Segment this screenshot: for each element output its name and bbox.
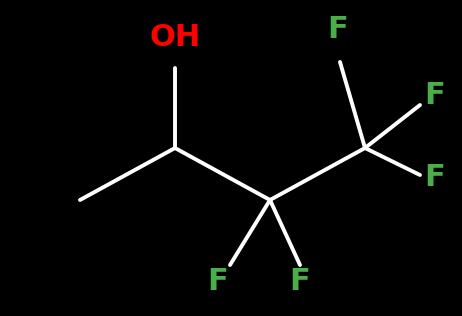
Text: F: F — [328, 15, 348, 45]
Text: F: F — [290, 268, 310, 296]
Text: OH: OH — [149, 23, 201, 52]
Text: F: F — [425, 163, 445, 192]
Text: F: F — [425, 81, 445, 110]
Text: F: F — [207, 268, 228, 296]
